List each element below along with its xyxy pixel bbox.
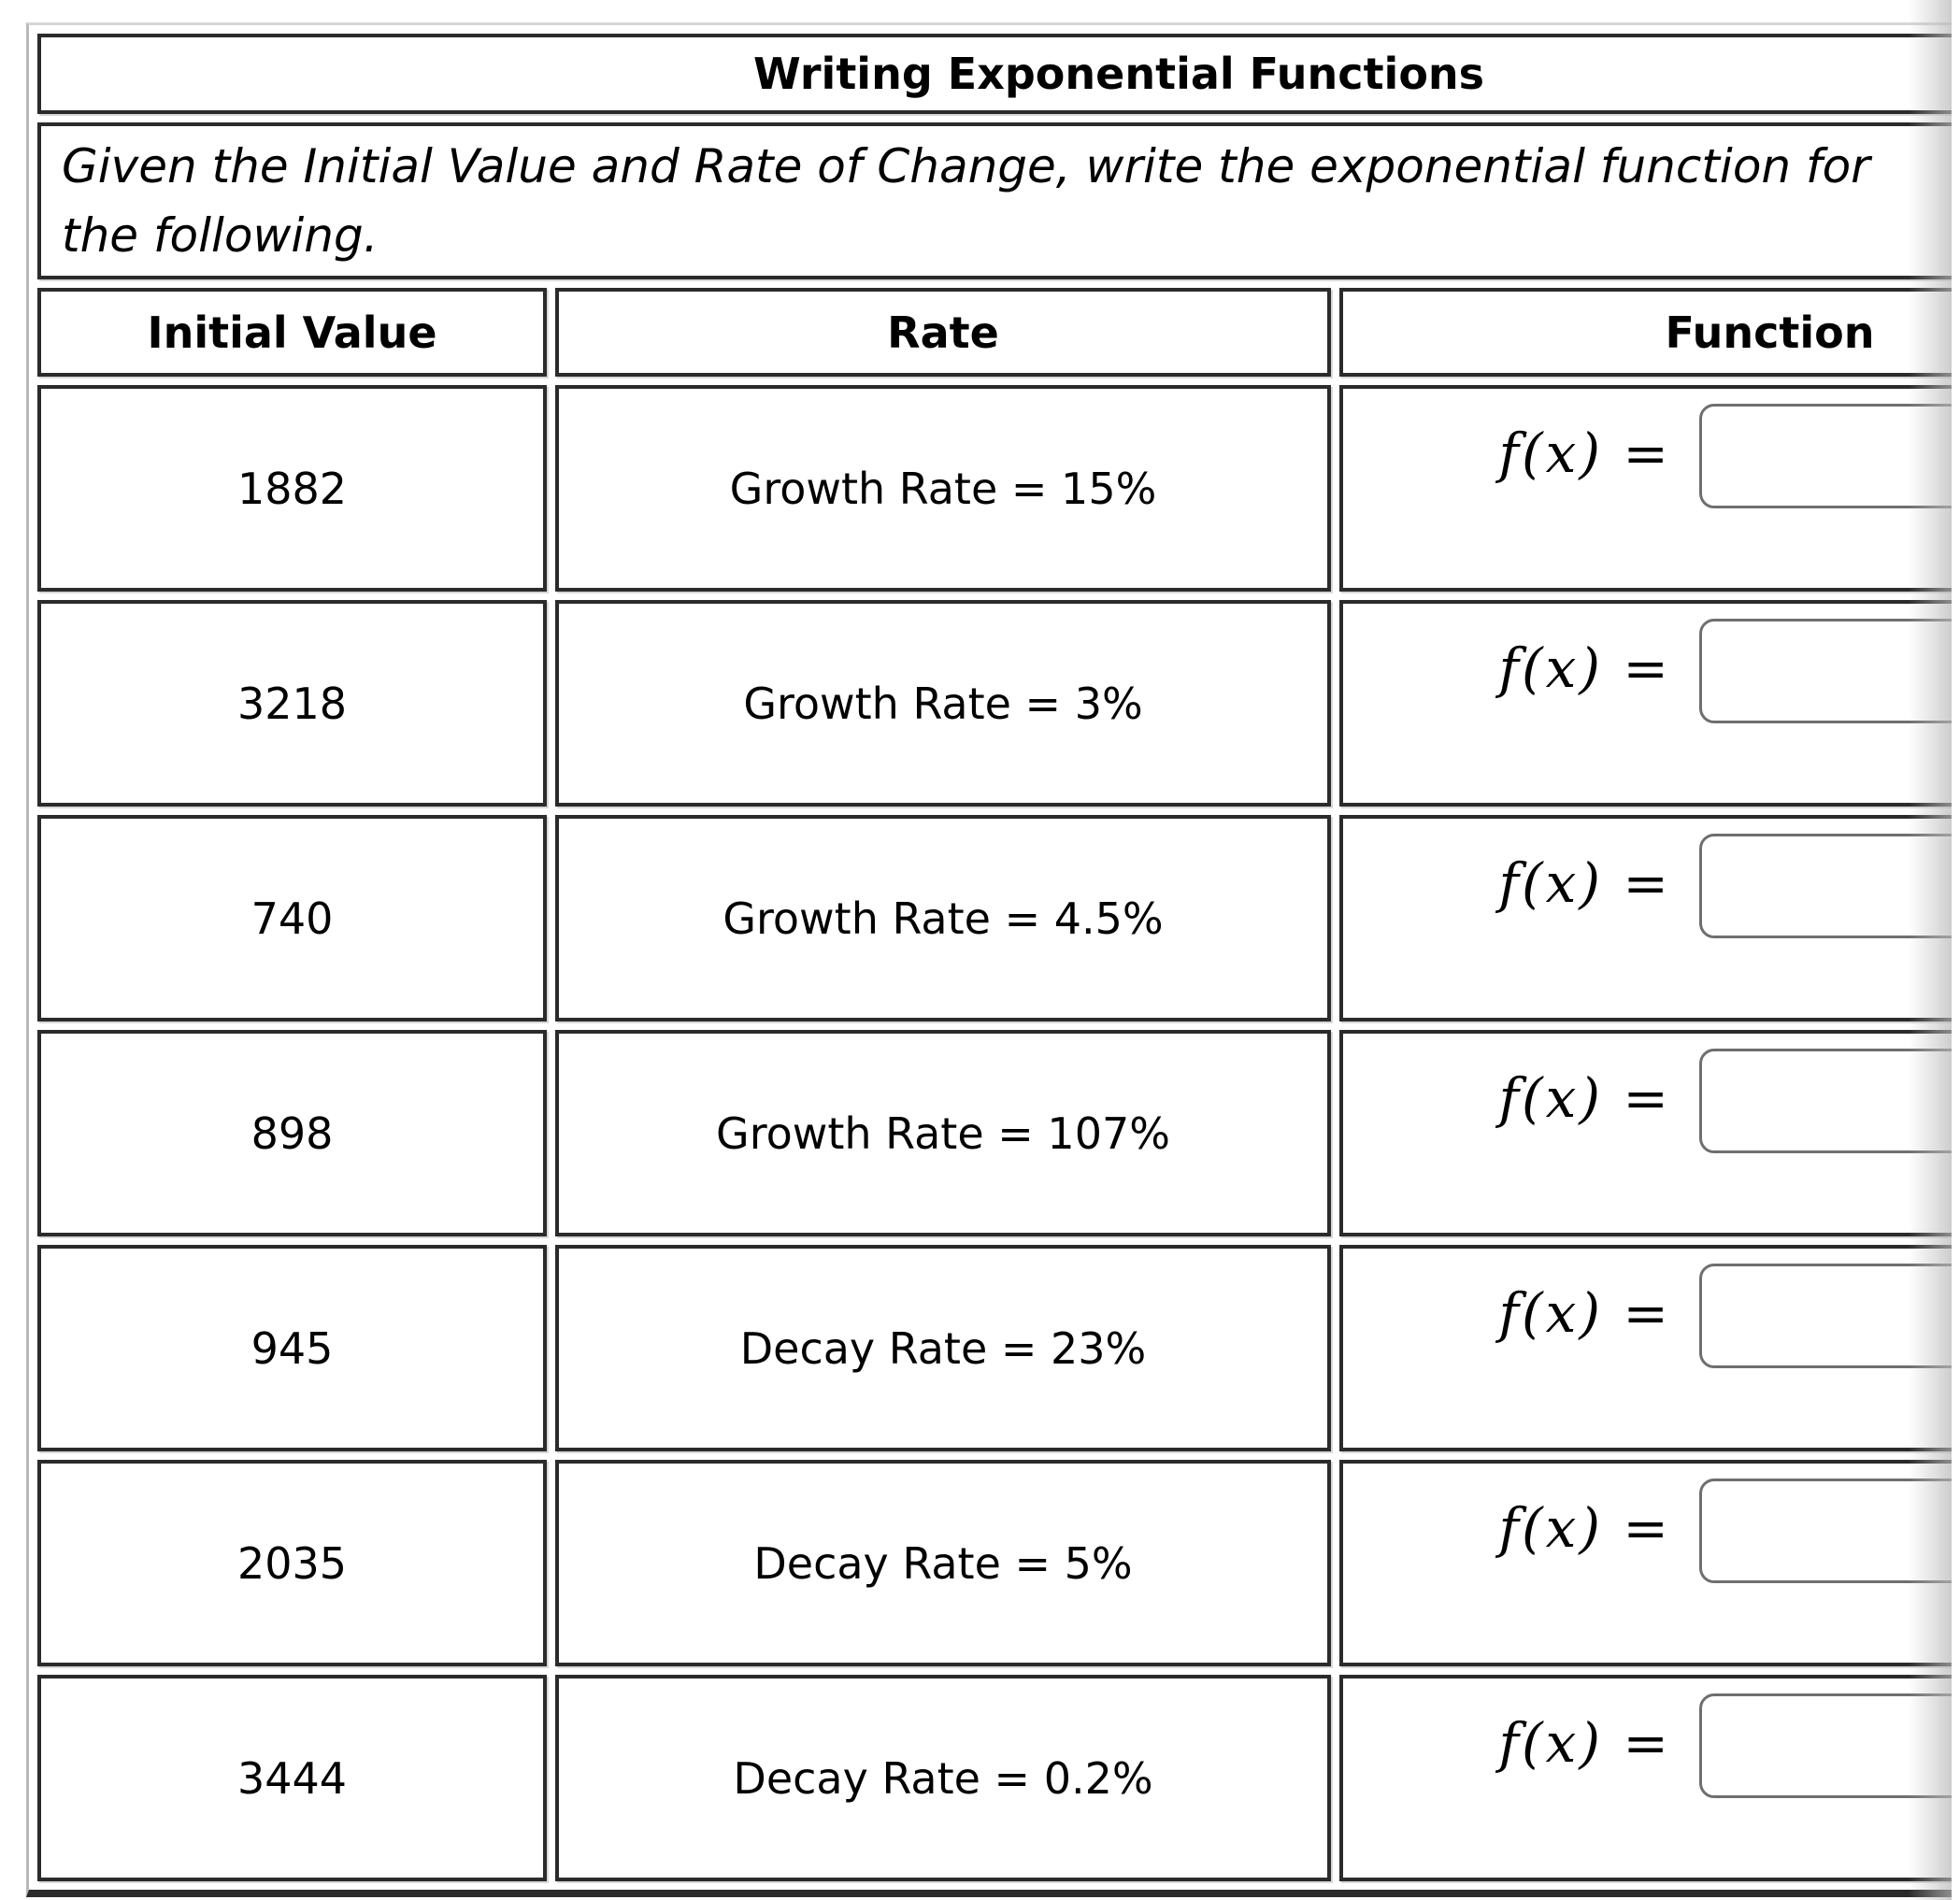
rate-cell: Growth Rate = 107% (555, 1030, 1331, 1236)
function-answer-input[interactable] (1699, 1264, 1960, 1368)
rate-cell: Decay Rate = 23% (555, 1245, 1331, 1451)
function-answer-input[interactable] (1699, 1479, 1960, 1583)
function-answer-input[interactable] (1699, 1693, 1960, 1798)
rate-cell: Growth Rate = 15% (555, 385, 1331, 592)
header-rate: Rate (555, 288, 1331, 377)
header-initial-value: Initial Value (37, 288, 547, 377)
table-row: 3218 Growth Rate = 3% f(x) = (37, 600, 1960, 807)
function-cell: f(x) = (1339, 1675, 1960, 1881)
worksheet-title: Writing Exponential Functions (37, 34, 1960, 114)
function-equation: f(x) = (1499, 1264, 1960, 1368)
function-equation: f(x) = (1499, 1479, 1960, 1583)
instruction-row: Given the Initial Value and Rate of Chan… (37, 122, 1960, 279)
fx-equals-label: f(x) = (1498, 1496, 1671, 1560)
initial-value-cell: 945 (37, 1245, 547, 1451)
initial-value-cell: 740 (37, 815, 547, 1021)
table-row: 3444 Decay Rate = 0.2% f(x) = (37, 1675, 1960, 1881)
function-equation: f(x) = (1499, 834, 1960, 938)
function-answer-input[interactable] (1699, 404, 1960, 508)
function-equation: f(x) = (1499, 404, 1960, 508)
rate-cell: Growth Rate = 3% (555, 600, 1331, 807)
rate-cell: Decay Rate = 0.2% (555, 1675, 1331, 1881)
instruction-line-1: Given the Initial Value and Rate of Chan… (62, 139, 1870, 193)
title-row: Writing Exponential Functions (37, 34, 1960, 114)
initial-value-cell: 3444 (37, 1675, 547, 1881)
function-answer-input[interactable] (1699, 619, 1960, 723)
function-equation: f(x) = (1499, 1693, 1960, 1798)
table-row: 2035 Decay Rate = 5% f(x) = (37, 1460, 1960, 1666)
fx-equals-label: f(x) = (1498, 1066, 1671, 1130)
header-function: Function (1339, 288, 1960, 377)
header-row: Initial Value Rate Function (37, 288, 1960, 377)
instruction-cell: Given the Initial Value and Rate of Chan… (37, 122, 1960, 279)
fx-equals-label: f(x) = (1498, 851, 1671, 915)
initial-value-cell: 3218 (37, 600, 547, 807)
fx-equals-label: f(x) = (1498, 1711, 1671, 1775)
function-cell: f(x) = (1339, 1030, 1960, 1236)
fx-equals-label: f(x) = (1498, 636, 1671, 700)
table-row: 1882 Growth Rate = 15% f(x) = (37, 385, 1960, 592)
initial-value-cell: 1882 (37, 385, 547, 592)
function-answer-input[interactable] (1699, 834, 1960, 938)
function-cell: f(x) = (1339, 385, 1960, 592)
function-cell: f(x) = (1339, 600, 1960, 807)
table-row: 740 Growth Rate = 4.5% f(x) = (37, 815, 1960, 1021)
fx-equals-label: f(x) = (1498, 421, 1671, 485)
function-cell: f(x) = (1339, 1245, 1960, 1451)
function-cell: f(x) = (1339, 1460, 1960, 1666)
function-equation: f(x) = (1499, 619, 1960, 723)
function-cell: f(x) = (1339, 815, 1960, 1021)
initial-value-cell: 898 (37, 1030, 547, 1236)
function-answer-input[interactable] (1699, 1049, 1960, 1153)
table-row: 898 Growth Rate = 107% f(x) = (37, 1030, 1960, 1236)
rate-cell: Decay Rate = 5% (555, 1460, 1331, 1666)
worksheet-table: Writing Exponential Functions Given the … (26, 22, 1960, 1897)
rate-cell: Growth Rate = 4.5% (555, 815, 1331, 1021)
initial-value-cell: 2035 (37, 1460, 547, 1666)
fx-equals-label: f(x) = (1498, 1281, 1671, 1345)
function-equation: f(x) = (1499, 1049, 1960, 1153)
instruction-line-2: the following. (62, 208, 379, 263)
table-row: 945 Decay Rate = 23% f(x) = (37, 1245, 1960, 1451)
